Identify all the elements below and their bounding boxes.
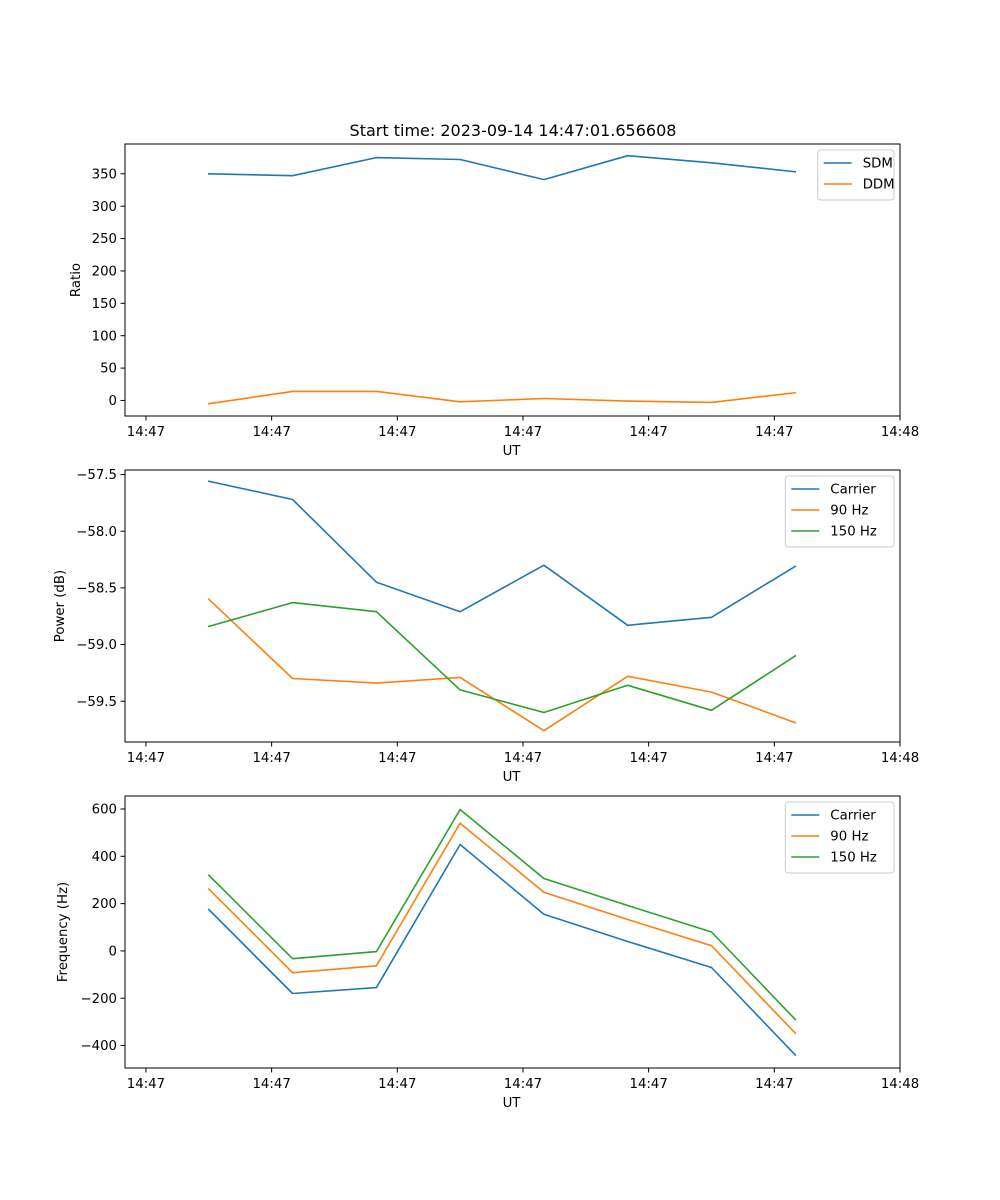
ratio-x-tick-label: 14:47	[127, 425, 165, 440]
ratio-legend: SDM DDM	[817, 149, 895, 201]
frequency-y-tick-label: 0	[109, 945, 117, 960]
frequency-axes-frame	[124, 795, 901, 1069]
frequency-legend-label-carrier: Carrier	[830, 809, 876, 824]
power-y-tick-label: −58.0	[76, 525, 117, 540]
power-legend-label-carrier: Carrier	[830, 483, 876, 498]
power-x-tick-label: 14:47	[252, 751, 290, 766]
power-x-tick-label: 14:47	[378, 751, 416, 766]
frequency-legend-label-150-hz: 150 Hz	[830, 851, 877, 866]
ratio-x-axis-label: UT	[503, 444, 522, 459]
ratio-x-tick-label: 14:47	[504, 425, 542, 440]
power-y-tick-label: −57.5	[76, 468, 117, 483]
ratio-y-tick-label: 200	[92, 265, 117, 280]
frequency-series-90-hz	[207, 822, 797, 1035]
frequency-panel: 14:47 14:47 14:47 14:47 14:47 14:47 14:48 −400 −…	[56, 795, 919, 1111]
ratio-y-axis-label: Ratio	[69, 263, 84, 297]
ratio-y-tick-label: 350	[92, 167, 117, 182]
frequency-x-tick-label: 14:47	[252, 1077, 290, 1092]
power-series-90-hz	[207, 598, 797, 732]
frequency-y-tick-label: 200	[92, 897, 117, 912]
ratio-x-tick-label: 14:48	[881, 425, 919, 440]
frequency-series-carrier	[207, 843, 797, 1057]
chart-title: Start time: 2023-09-14 14:47:01.656608	[350, 121, 677, 140]
frequency-x-tick-label: 14:47	[629, 1077, 667, 1092]
ratio-x-tick-label: 14:47	[629, 425, 667, 440]
power-legend-box	[784, 475, 895, 548]
frequency-y-tick-label: −200	[80, 992, 117, 1007]
frequency-legend: Carrier 90 Hz 150 Hz	[784, 801, 895, 874]
ratio-y-tick-label: 50	[100, 362, 117, 377]
ratio-panel: 14:47 14:47 14:47 14:47 14:47 14:47 14:48 0 50 10…	[69, 143, 919, 459]
frequency-x-axis-label: UT	[503, 1096, 522, 1111]
power-y-axis-label: Power (dB)	[53, 570, 68, 642]
ratio-y-tick-label: 300	[92, 200, 117, 215]
ratio-series-ddm	[207, 390, 797, 405]
power-y-tick-label: −59.5	[76, 695, 117, 710]
ratio-legend-label-ddm: DDM	[863, 178, 895, 193]
power-panel: 14:47 14:47 14:47 14:47 14:47 14:47 14:48 −59.5…	[53, 468, 919, 785]
frequency-x-tick-label: 14:47	[378, 1077, 416, 1092]
power-y-tick-label: −58.5	[76, 581, 117, 596]
power-series-150-hz	[207, 601, 797, 714]
power-legend: Carrier 90 Hz 150 Hz	[784, 475, 895, 548]
ratio-x-tick-label: 14:47	[252, 425, 290, 440]
frequency-y-tick-label: 400	[92, 850, 117, 865]
frequency-y-axis-label: Frequency (Hz)	[56, 882, 71, 982]
frequency-x-tick-label: 14:47	[504, 1077, 542, 1092]
ratio-x-tick-label: 14:47	[755, 425, 793, 440]
frequency-legend-box	[784, 801, 895, 874]
frequency-y-tick-label: 600	[92, 803, 117, 818]
frequency-y-tick-label: −400	[80, 1039, 117, 1054]
ratio-y-tick-label: 0	[109, 394, 117, 409]
frequency-x-tick-label: 14:47	[755, 1077, 793, 1092]
ratio-y-tick-label: 150	[92, 297, 117, 312]
power-legend-label-90-hz: 90 Hz	[830, 504, 868, 519]
ratio-series-sdm	[207, 154, 797, 181]
power-x-tick-label: 14:47	[629, 751, 667, 766]
power-series-carrier	[207, 480, 797, 627]
frequency-legend-label-90-hz: 90 Hz	[830, 830, 868, 845]
power-x-tick-label: 14:48	[881, 751, 919, 766]
power-axes-frame	[124, 469, 901, 743]
ratio-x-tick-label: 14:47	[378, 425, 416, 440]
frequency-x-tick-label: 14:48	[881, 1077, 919, 1092]
ratio-axes-frame	[124, 143, 901, 417]
ratio-legend-label-sdm: SDM	[863, 157, 893, 172]
power-x-tick-label: 14:47	[504, 751, 542, 766]
frequency-series-150-hz	[207, 808, 797, 1021]
ratio-y-tick-label: 100	[92, 329, 117, 344]
power-x-axis-label: UT	[503, 770, 522, 785]
power-x-tick-label: 14:47	[127, 751, 165, 766]
frequency-x-tick-label: 14:47	[127, 1077, 165, 1092]
power-y-tick-label: −59.0	[76, 638, 117, 653]
power-legend-label-150-hz: 150 Hz	[830, 525, 877, 540]
power-x-tick-label: 14:47	[755, 751, 793, 766]
ratio-y-tick-label: 250	[92, 232, 117, 247]
